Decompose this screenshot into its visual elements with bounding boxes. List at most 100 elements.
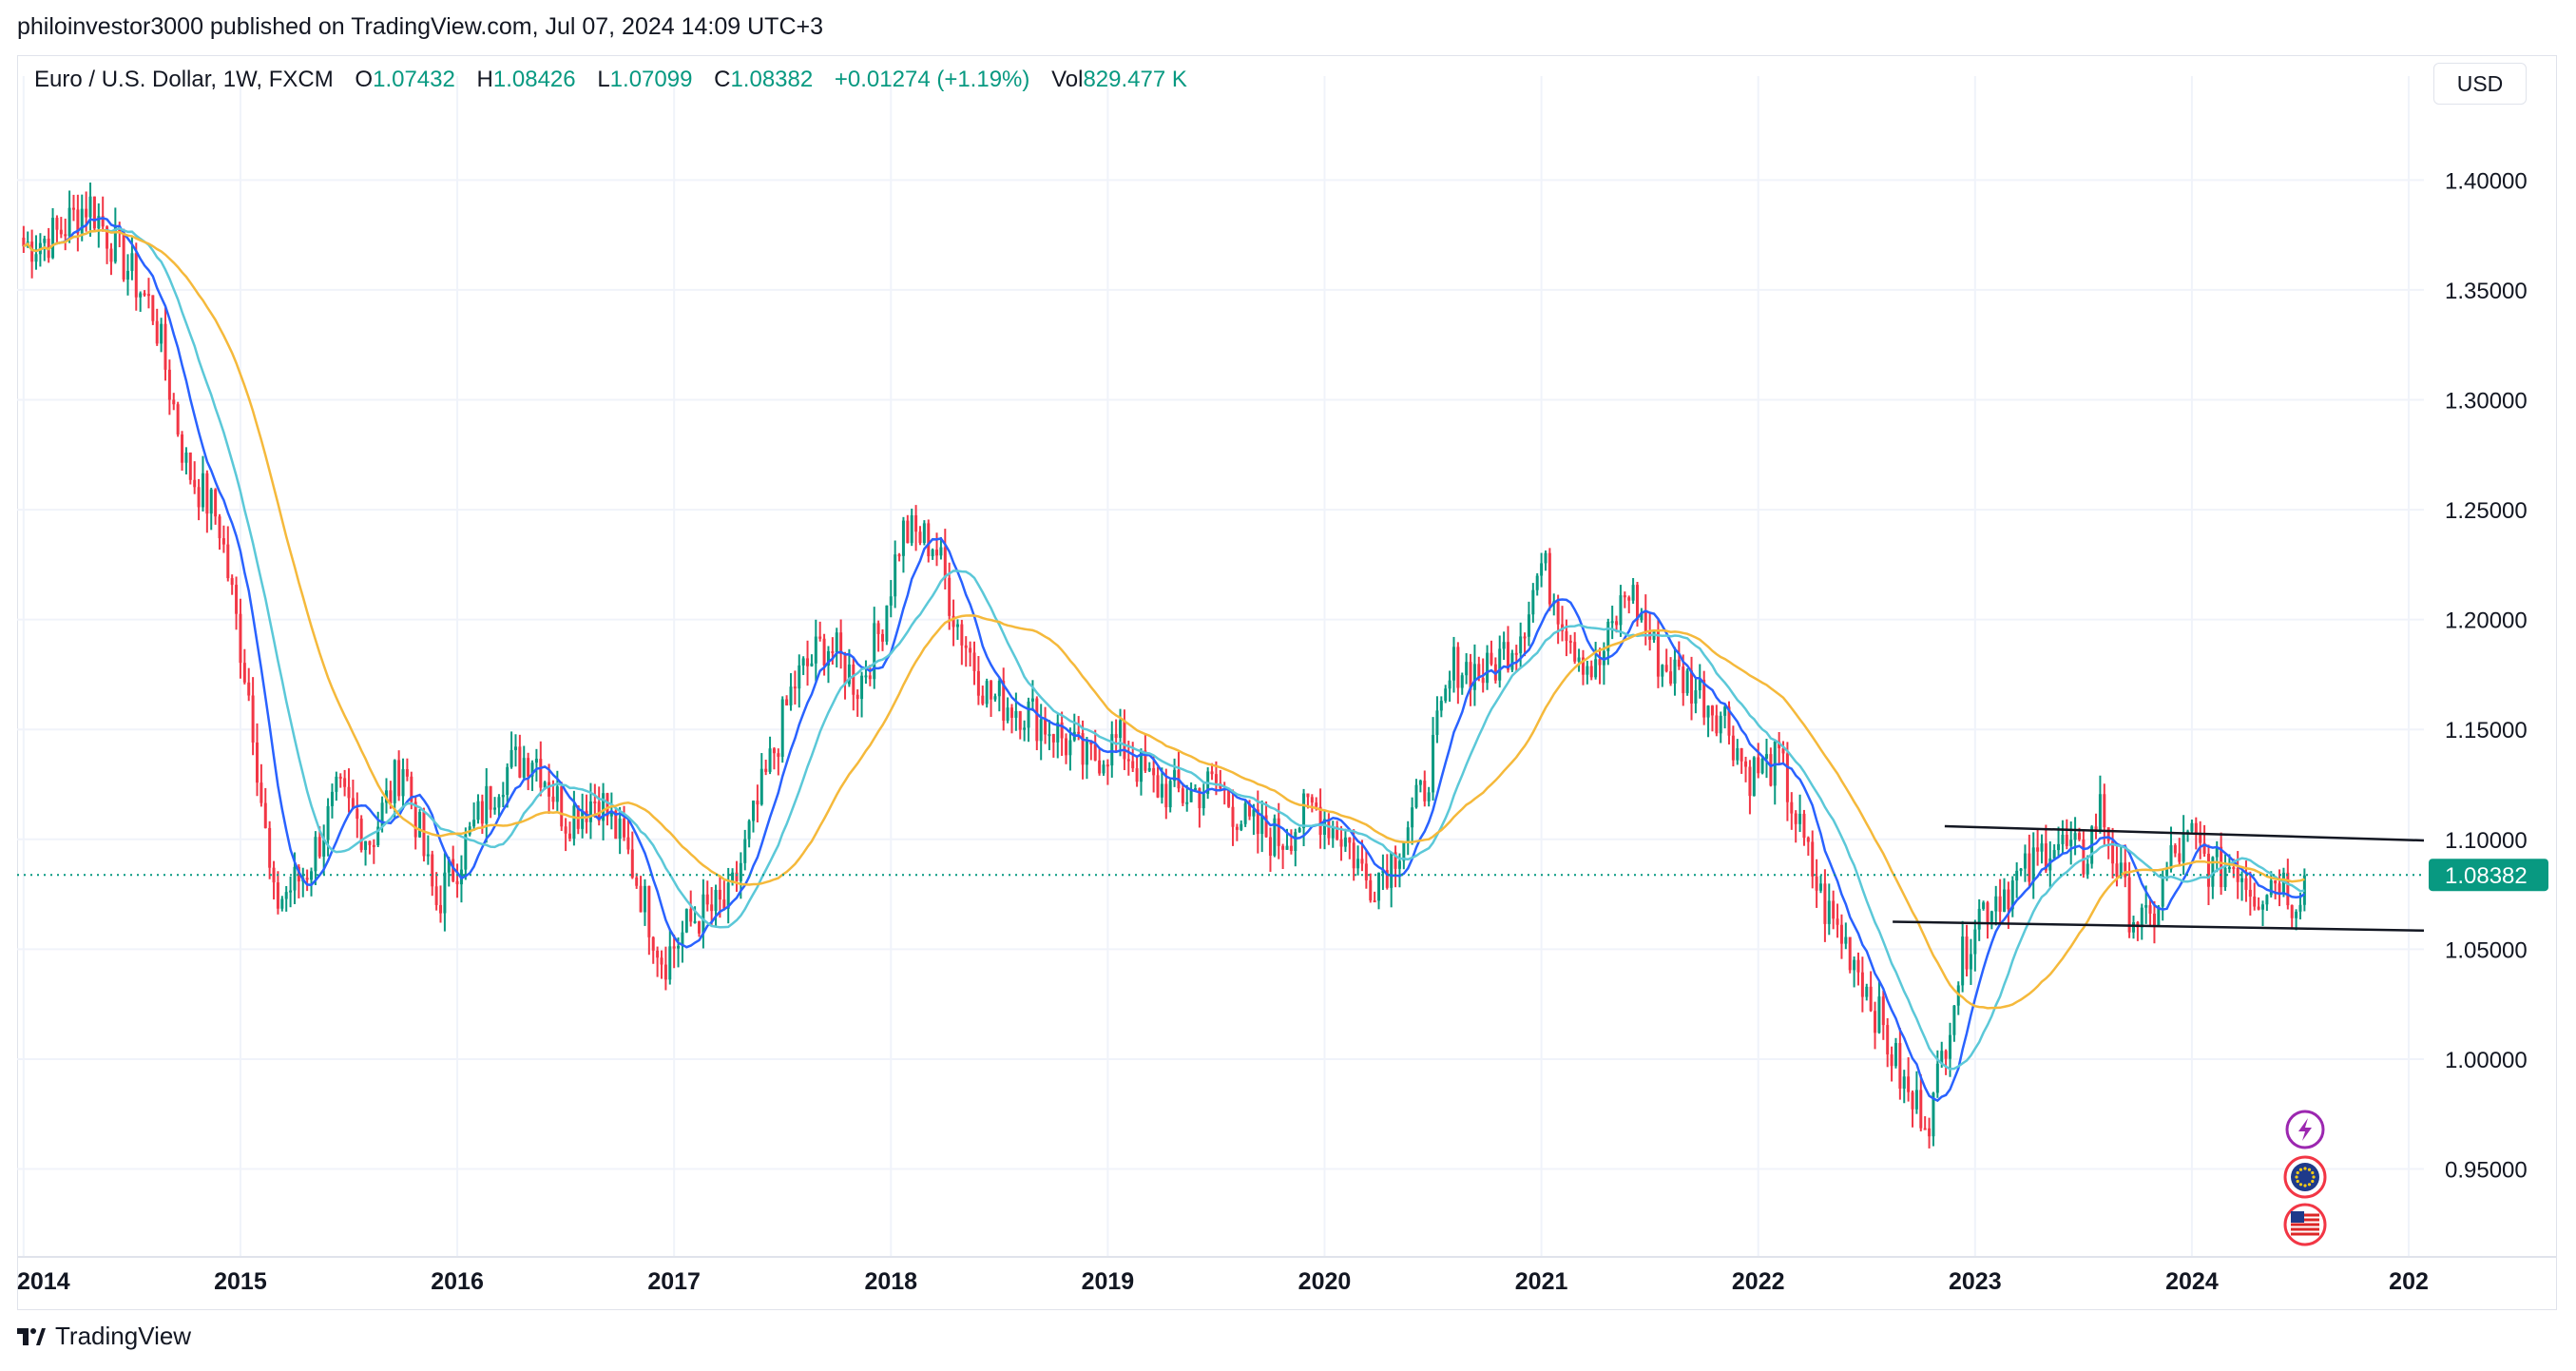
candle [798, 654, 801, 708]
lower-channel-line[interactable] [1893, 920, 2425, 932]
candle-body [626, 837, 630, 850]
candle-body [338, 776, 342, 779]
candle-body [1853, 959, 1856, 971]
candle [1890, 1046, 1894, 1082]
candle-body [935, 550, 939, 556]
candle-body [1435, 710, 1439, 735]
candle [1589, 660, 1593, 681]
candle [1098, 747, 1102, 776]
candle [146, 278, 150, 309]
candle-body [1102, 764, 1105, 774]
candle-body [497, 797, 501, 808]
candle [826, 646, 830, 684]
candle-body [188, 452, 192, 480]
candle [1986, 900, 1990, 939]
eu-flag-star [2296, 1179, 2299, 1184]
candle-body [1573, 642, 1577, 662]
candle-body [718, 889, 721, 900]
candle-body [67, 207, 71, 237]
candle-body [1135, 768, 1139, 782]
eu-flag-icon[interactable] [2283, 1155, 2327, 1199]
candle [1394, 845, 1397, 888]
candle [1836, 903, 1839, 938]
candle-body [1152, 767, 1156, 776]
candle [1702, 670, 1706, 725]
candle-body [614, 810, 618, 840]
candle-body [314, 837, 317, 872]
slow-ma-line [23, 228, 2305, 1010]
candle-body [1631, 585, 1635, 601]
candle-body [2295, 911, 2298, 918]
candle-body [710, 904, 714, 912]
candle-body [927, 523, 931, 557]
candle [530, 760, 534, 792]
candle [922, 520, 926, 546]
candle-body [1390, 852, 1394, 888]
candle [2003, 878, 2007, 913]
candle-body [2281, 872, 2285, 894]
candle-body [752, 801, 756, 821]
candle-body [1982, 902, 1986, 909]
us-flag-icon[interactable] [2283, 1203, 2327, 1246]
candle [1860, 956, 1864, 1013]
candle [885, 605, 889, 646]
eu-flag-star [2298, 1168, 2303, 1171]
candle-body [702, 894, 705, 934]
candle [1331, 821, 1335, 848]
candle [2023, 844, 2027, 882]
candle [1507, 626, 1510, 673]
candle-body [2257, 906, 2260, 910]
candle-body [543, 782, 547, 788]
candle [30, 229, 34, 279]
candle [1465, 653, 1469, 685]
y-tick-label: 1.35000 [2445, 279, 2528, 304]
candle [785, 695, 789, 706]
candle [1081, 720, 1085, 780]
candle-body [2015, 870, 2019, 881]
candle-body [255, 742, 259, 783]
candle-body [1781, 748, 1785, 754]
candle-body [1315, 802, 1318, 807]
candle-body [873, 623, 876, 680]
lightning-icon[interactable] [2285, 1110, 2325, 1149]
candle [1390, 851, 1394, 908]
candle-body [476, 801, 480, 821]
candle [2290, 904, 2294, 930]
currency-button[interactable]: USD [2433, 63, 2527, 105]
eu-flag-star [2312, 1175, 2316, 1179]
candle-body [1860, 972, 1864, 997]
candle [1757, 743, 1760, 779]
candle [943, 529, 947, 589]
candle-body [1201, 794, 1205, 809]
candle-body [1839, 924, 1843, 944]
price-axis: 0.95000 1.00000 1.05000 1.10000 1.15000 1.200… [2445, 168, 2528, 1183]
candle [1952, 1005, 1956, 1042]
candle-body [2211, 857, 2215, 887]
candle [513, 734, 517, 767]
candle [455, 863, 459, 898]
y-tick-label: 0.95000 [2445, 1158, 2528, 1184]
upper-channel-line[interactable] [1944, 824, 2425, 842]
candle-body [1093, 743, 1097, 761]
candle [1719, 711, 1722, 743]
candle [1402, 841, 1406, 870]
candle [1802, 809, 1806, 846]
candle-body [134, 253, 138, 298]
candle-body [1523, 636, 1527, 639]
candle [1160, 767, 1163, 804]
candle-body [242, 663, 246, 683]
candle [889, 580, 893, 618]
candle-body [1535, 575, 1539, 590]
candle [618, 806, 622, 855]
candle [139, 291, 143, 312]
candle-body [1677, 659, 1681, 667]
candle [1853, 956, 1856, 988]
candle [1156, 766, 1160, 799]
candle [181, 431, 184, 471]
candle [568, 821, 572, 842]
candle-body [372, 844, 375, 847]
candle-body [1544, 552, 1548, 564]
candle [2069, 821, 2073, 865]
candle-body [918, 531, 922, 544]
